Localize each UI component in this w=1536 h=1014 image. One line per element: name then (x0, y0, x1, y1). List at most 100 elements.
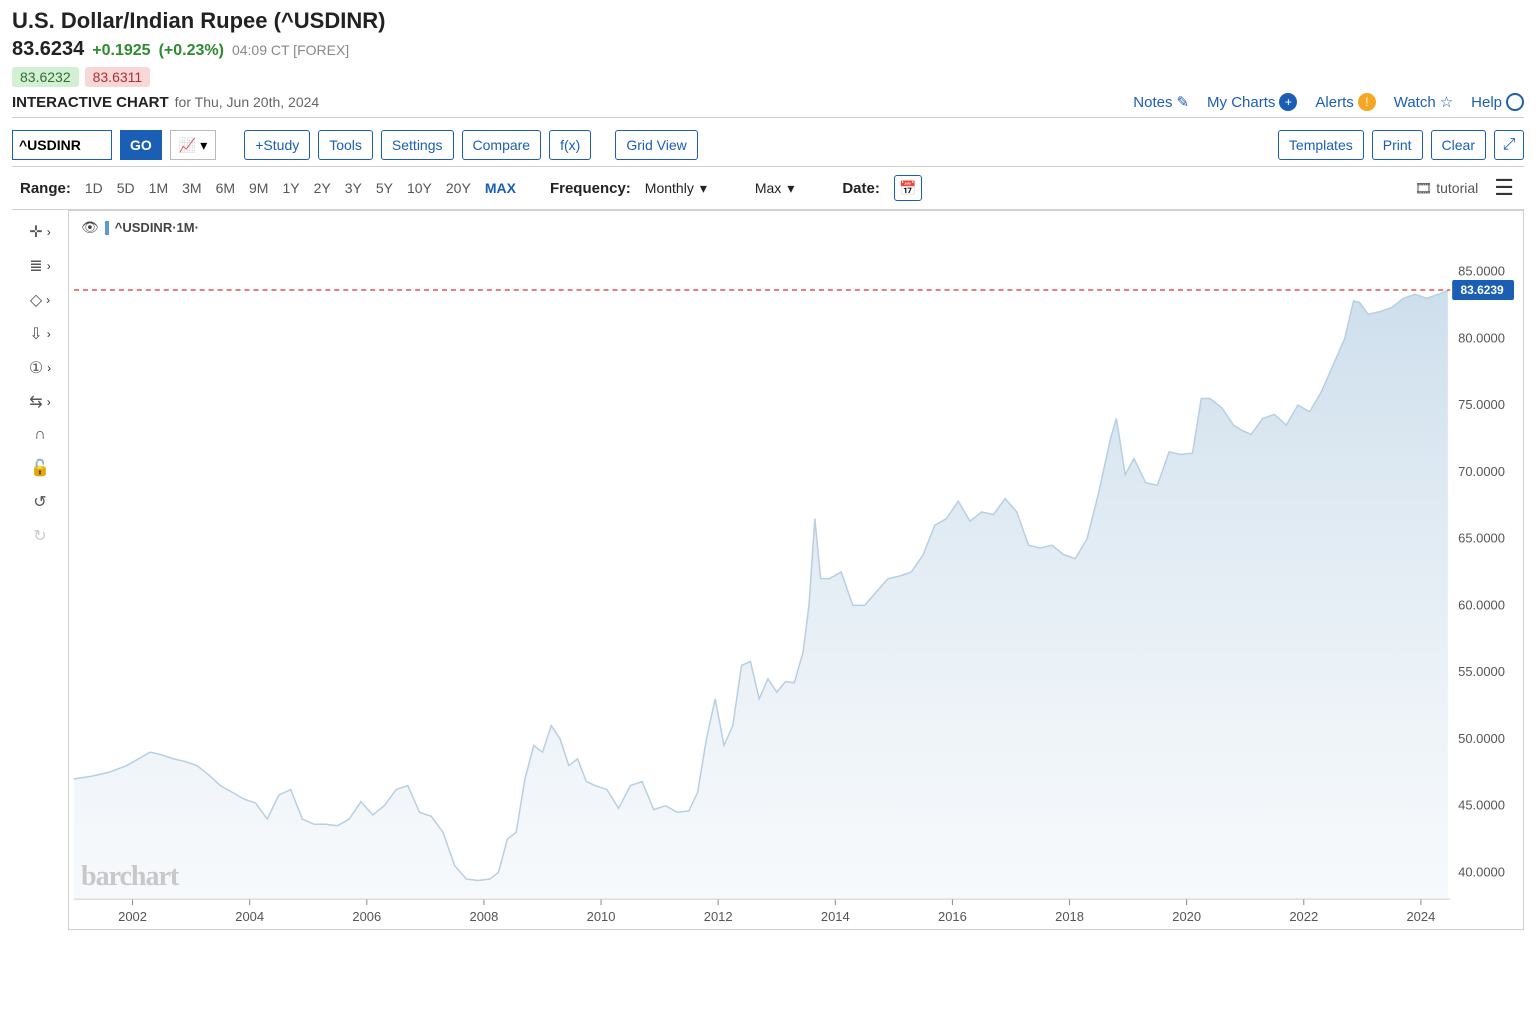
range-opt-6m[interactable]: 6M (216, 180, 235, 196)
settings-button[interactable]: Settings (381, 130, 454, 160)
chart-area: ✛› ≣› ◇› ⇩› ①› ⇆› ∩ 🔓 ↺ ↻ 👁 ^USDINR·1M· … (12, 210, 1524, 930)
chevron-down-icon: ▾ (200, 137, 207, 154)
range-opt-9m[interactable]: 9M (249, 180, 268, 196)
price-chart[interactable]: 40.0000 45.0000 50.0000 55.0000 60.0000 65.00… (69, 211, 1523, 929)
symbol-input[interactable] (12, 130, 112, 160)
one-circle-icon: ① (29, 358, 43, 378)
arrow-down-icon: ⇩ (29, 324, 42, 344)
area-chart-icon: 📈 (179, 137, 196, 154)
ask-badge: 83.6311 (85, 67, 151, 87)
help-link[interactable]: Help ? (1471, 93, 1524, 111)
tool-magnet[interactable]: ∩ (34, 426, 46, 444)
range-row: Range: 1D5D1M3M6M9M1Y2Y3Y5Y10Y20YMAX Fre… (12, 167, 1524, 210)
gridview-button[interactable]: Grid View (615, 130, 697, 160)
svg-text:80.0000: 80.0000 (1458, 330, 1505, 345)
price-change: +0.1925 (92, 42, 150, 60)
svg-text:65.0000: 65.0000 (1458, 531, 1505, 546)
svg-text:2014: 2014 (821, 909, 850, 924)
lock-icon: 🔓 (30, 458, 50, 478)
tutorial-link[interactable]: 🎞tutorial (1414, 180, 1478, 197)
eye-icon[interactable]: 👁 (81, 219, 99, 236)
tool-redo[interactable]: ↻ (33, 526, 46, 546)
watch-link[interactable]: Watch ☆ (1394, 93, 1453, 111)
go-button[interactable]: GO (120, 130, 162, 160)
chart-heading: INTERACTIVE CHART (12, 94, 169, 111)
frequency-label: Frequency: (550, 180, 631, 197)
calendar-icon: 📅 (899, 180, 916, 197)
alert-icon: ! (1358, 93, 1376, 111)
bid-ask-badges: 83.6232 83.6311 (12, 67, 1524, 87)
last-price: 83.6234 (12, 38, 84, 61)
svg-text:45.0000: 45.0000 (1458, 798, 1505, 813)
tool-fib[interactable]: ⇆› (29, 392, 50, 412)
svg-text:70.0000: 70.0000 (1458, 464, 1505, 479)
notes-link[interactable]: Notes ✎ (1133, 93, 1189, 111)
print-button[interactable]: Print (1372, 130, 1423, 160)
calendar-button[interactable]: 📅 (894, 175, 922, 201)
range-opt-1d[interactable]: 1D (85, 180, 103, 196)
help-icon: ? (1506, 93, 1524, 111)
svg-text:83.6239: 83.6239 (1460, 283, 1504, 297)
range-opt-max[interactable]: MAX (485, 180, 516, 196)
tool-lock[interactable]: 🔓 (30, 458, 50, 478)
alerts-link[interactable]: Alerts ! (1315, 93, 1375, 111)
svg-text:2012: 2012 (704, 909, 733, 924)
price-row: 83.6234 +0.1925 (+0.23%) 04:09 CT [FOREX… (12, 38, 1524, 61)
range-opt-10y[interactable]: 10Y (407, 180, 432, 196)
range-opt-2y[interactable]: 2Y (314, 180, 331, 196)
chart-frame[interactable]: 👁 ^USDINR·1M· 40.0000 45.0000 50.0000 55.00… (68, 210, 1524, 930)
svg-text:75.0000: 75.0000 (1458, 397, 1505, 412)
range-opt-1y[interactable]: 1Y (282, 180, 299, 196)
redo-icon: ↻ (33, 526, 46, 546)
watermark: barchart (81, 861, 178, 893)
tool-number[interactable]: ①› (29, 358, 51, 378)
add-study-button[interactable]: +Study (244, 130, 310, 160)
chevron-down-icon: ▾ (787, 180, 794, 197)
tool-shape[interactable]: ◇› (30, 290, 50, 310)
fx-button[interactable]: f(x) (549, 130, 591, 160)
tool-undo[interactable]: ↺ (33, 492, 46, 512)
chart-legend: 👁 ^USDINR·1M· (81, 219, 199, 236)
magnet-icon: ∩ (34, 426, 46, 444)
frequency-dropdown[interactable]: Monthly ▾ (645, 180, 707, 197)
star-icon: ☆ (1440, 93, 1453, 111)
price-change-pct: (+0.23%) (159, 42, 224, 60)
templates-button[interactable]: Templates (1278, 130, 1364, 160)
svg-text:2008: 2008 (470, 909, 499, 924)
svg-text:40.0000: 40.0000 (1458, 864, 1505, 879)
svg-text:60.0000: 60.0000 (1458, 597, 1505, 612)
svg-text:50.0000: 50.0000 (1458, 731, 1505, 746)
range-opt-3m[interactable]: 3M (182, 180, 201, 196)
chart-type-button[interactable]: 📈▾ (170, 130, 216, 160)
svg-text:55.0000: 55.0000 (1458, 664, 1505, 679)
mycharts-link[interactable]: My Charts + (1207, 93, 1297, 111)
range-opt-3y[interactable]: 3Y (345, 180, 362, 196)
compare-button[interactable]: Compare (462, 130, 542, 160)
chevron-down-icon: ▾ (700, 180, 707, 197)
lines-icon: ≣ (29, 256, 42, 276)
tool-arrow[interactable]: ⇩› (29, 324, 50, 344)
svg-text:2006: 2006 (352, 909, 381, 924)
tool-crosshair[interactable]: ✛› (29, 222, 50, 242)
subheader-row: INTERACTIVE CHART for Thu, Jun 20th, 202… (12, 93, 1524, 118)
shape-icon: ◇ (30, 290, 42, 310)
svg-text:2002: 2002 (118, 909, 147, 924)
date-span-dropdown[interactable]: Max ▾ (755, 180, 794, 197)
tools-button[interactable]: Tools (318, 130, 373, 160)
range-opt-1m[interactable]: 1M (149, 180, 168, 196)
range-opt-20y[interactable]: 20Y (446, 180, 471, 196)
fullscreen-button[interactable]: ⤢ (1494, 130, 1524, 160)
series-color-icon (105, 221, 109, 235)
drawing-tools: ✛› ≣› ◇› ⇩› ①› ⇆› ∩ 🔓 ↺ ↻ (12, 210, 68, 930)
svg-text:2010: 2010 (587, 909, 616, 924)
range-opt-5y[interactable]: 5Y (376, 180, 393, 196)
date-label: Date: (842, 180, 880, 197)
range-opt-5d[interactable]: 5D (117, 180, 135, 196)
svg-text:2018: 2018 (1055, 909, 1084, 924)
tool-lines[interactable]: ≣› (29, 256, 50, 276)
fib-icon: ⇆ (29, 392, 42, 412)
menu-button[interactable]: ☰ (1494, 175, 1514, 201)
bid-badge: 83.6232 (12, 67, 79, 87)
clear-button[interactable]: Clear (1431, 130, 1486, 160)
svg-text:2020: 2020 (1172, 909, 1201, 924)
